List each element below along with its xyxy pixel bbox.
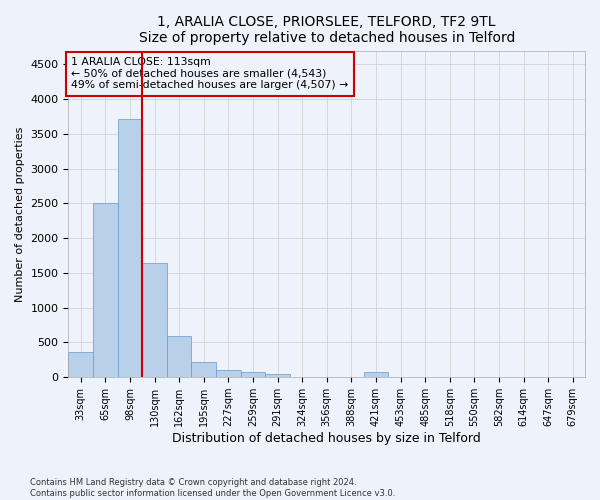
Bar bbox=[265, 374, 290, 377]
Y-axis label: Number of detached properties: Number of detached properties bbox=[15, 126, 25, 302]
Bar bbox=[118, 118, 142, 377]
Bar bbox=[93, 204, 118, 377]
Title: 1, ARALIA CLOSE, PRIORSLEE, TELFORD, TF2 9TL
Size of property relative to detach: 1, ARALIA CLOSE, PRIORSLEE, TELFORD, TF2… bbox=[139, 15, 515, 45]
Text: Contains HM Land Registry data © Crown copyright and database right 2024.
Contai: Contains HM Land Registry data © Crown c… bbox=[30, 478, 395, 498]
Bar bbox=[364, 372, 388, 377]
Bar bbox=[142, 263, 167, 377]
X-axis label: Distribution of detached houses by size in Telford: Distribution of detached houses by size … bbox=[172, 432, 481, 445]
Text: 1 ARALIA CLOSE: 113sqm
← 50% of detached houses are smaller (4,543)
49% of semi-: 1 ARALIA CLOSE: 113sqm ← 50% of detached… bbox=[71, 57, 348, 90]
Bar bbox=[167, 336, 191, 377]
Bar bbox=[68, 352, 93, 377]
Bar bbox=[241, 372, 265, 377]
Bar bbox=[191, 362, 216, 377]
Bar bbox=[216, 370, 241, 377]
